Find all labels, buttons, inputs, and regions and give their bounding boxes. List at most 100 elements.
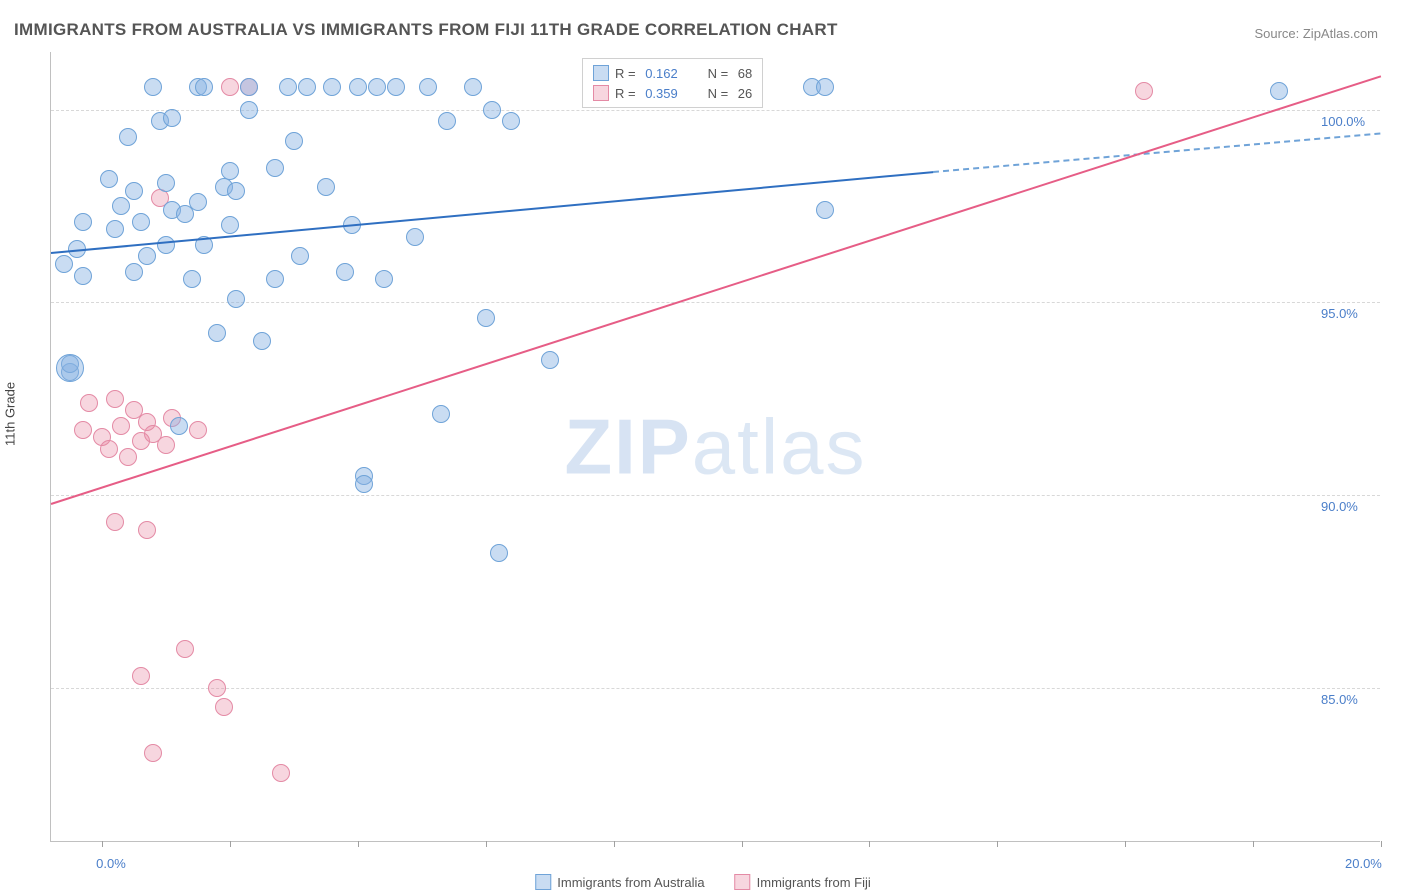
- data-point-australia: [266, 270, 284, 288]
- data-point-fiji: [138, 521, 156, 539]
- data-point-australia: [55, 255, 73, 273]
- data-point-australia: [240, 78, 258, 96]
- data-point-australia: [138, 247, 156, 265]
- data-point-australia: [106, 220, 124, 238]
- x-tick: [1253, 841, 1254, 847]
- data-point-fiji: [132, 667, 150, 685]
- data-point-australia-large: [56, 354, 84, 382]
- data-point-australia: [170, 417, 188, 435]
- data-point-australia: [419, 78, 437, 96]
- legend-r-label: R =: [615, 66, 636, 81]
- y-tick-label: 90.0%: [1321, 499, 1358, 514]
- data-point-australia: [368, 78, 386, 96]
- data-point-australia: [336, 263, 354, 281]
- x-tick: [1381, 841, 1382, 847]
- trend-line-extrapolated: [933, 133, 1381, 174]
- data-point-australia: [183, 270, 201, 288]
- legend-r-value: 0.162: [642, 66, 692, 81]
- legend-swatch: [593, 65, 609, 81]
- data-point-australia: [816, 78, 834, 96]
- data-point-fiji: [208, 679, 226, 697]
- legend-swatch-australia: [535, 874, 551, 890]
- data-point-australia: [355, 475, 373, 493]
- data-point-australia: [253, 332, 271, 350]
- x-tick: [486, 841, 487, 847]
- data-point-australia: [266, 159, 284, 177]
- data-point-australia: [189, 193, 207, 211]
- data-point-australia: [74, 267, 92, 285]
- x-tick: [742, 841, 743, 847]
- data-point-australia: [208, 324, 226, 342]
- data-point-australia: [323, 78, 341, 96]
- chart-title: IMMIGRANTS FROM AUSTRALIA VS IMMIGRANTS …: [14, 20, 838, 40]
- data-point-australia: [119, 128, 137, 146]
- data-point-australia: [221, 162, 239, 180]
- data-point-australia: [291, 247, 309, 265]
- legend-label-australia: Immigrants from Australia: [557, 875, 704, 890]
- data-point-australia: [195, 78, 213, 96]
- data-point-australia: [298, 78, 316, 96]
- watermark-bold: ZIP: [564, 402, 691, 490]
- data-point-fiji: [144, 744, 162, 762]
- data-point-australia: [125, 263, 143, 281]
- data-point-australia: [240, 101, 258, 119]
- data-point-australia: [125, 182, 143, 200]
- watermark-thin: atlas: [692, 402, 867, 490]
- data-point-fiji: [189, 421, 207, 439]
- data-point-australia: [227, 182, 245, 200]
- source-attribution: Source: ZipAtlas.com: [1254, 26, 1378, 41]
- data-point-australia: [221, 216, 239, 234]
- data-point-australia: [406, 228, 424, 246]
- x-tick-label: 0.0%: [96, 856, 126, 871]
- data-point-australia: [279, 78, 297, 96]
- stats-legend-row: R = 0.162N = 68: [593, 63, 752, 83]
- data-point-australia: [74, 213, 92, 231]
- legend-item-australia: Immigrants from Australia: [535, 874, 704, 890]
- data-point-australia: [157, 236, 175, 254]
- data-point-australia: [387, 78, 405, 96]
- data-point-australia: [112, 197, 130, 215]
- gridline: [51, 688, 1380, 689]
- data-point-fiji: [106, 390, 124, 408]
- data-point-australia: [483, 101, 501, 119]
- gridline: [51, 302, 1380, 303]
- x-tick: [102, 841, 103, 847]
- data-point-fiji: [106, 513, 124, 531]
- data-point-australia: [163, 109, 181, 127]
- x-tick-label: 20.0%: [1345, 856, 1382, 871]
- data-point-australia: [438, 112, 456, 130]
- legend-n-value: 68: [734, 66, 752, 81]
- data-point-fiji: [215, 698, 233, 716]
- data-point-australia: [100, 170, 118, 188]
- gridline: [51, 495, 1380, 496]
- x-tick: [358, 841, 359, 847]
- data-point-australia: [464, 78, 482, 96]
- data-point-australia: [1270, 82, 1288, 100]
- legend-label-fiji: Immigrants from Fiji: [757, 875, 871, 890]
- legend-swatch-fiji: [735, 874, 751, 890]
- x-tick: [997, 841, 998, 847]
- stats-legend: R = 0.162N = 68R = 0.359N = 26: [582, 58, 763, 108]
- x-tick: [614, 841, 615, 847]
- legend-item-fiji: Immigrants from Fiji: [735, 874, 871, 890]
- legend-n-value: 26: [734, 86, 752, 101]
- data-point-australia: [432, 405, 450, 423]
- data-point-fiji: [74, 421, 92, 439]
- data-point-fiji: [272, 764, 290, 782]
- y-axis-title: 11th Grade: [3, 382, 18, 446]
- data-point-australia: [477, 309, 495, 327]
- x-tick: [869, 841, 870, 847]
- legend-r-value: 0.359: [642, 86, 692, 101]
- data-point-australia: [375, 270, 393, 288]
- y-tick-label: 85.0%: [1321, 692, 1358, 707]
- data-point-australia: [144, 78, 162, 96]
- stats-legend-row: R = 0.359N = 26: [593, 83, 752, 103]
- data-point-fiji: [100, 440, 118, 458]
- data-point-australia: [285, 132, 303, 150]
- data-point-australia: [541, 351, 559, 369]
- data-point-fiji: [157, 436, 175, 454]
- bottom-legend: Immigrants from Australia Immigrants fro…: [535, 874, 871, 890]
- watermark: ZIPatlas: [564, 401, 866, 492]
- data-point-fiji: [221, 78, 239, 96]
- data-point-fiji: [112, 417, 130, 435]
